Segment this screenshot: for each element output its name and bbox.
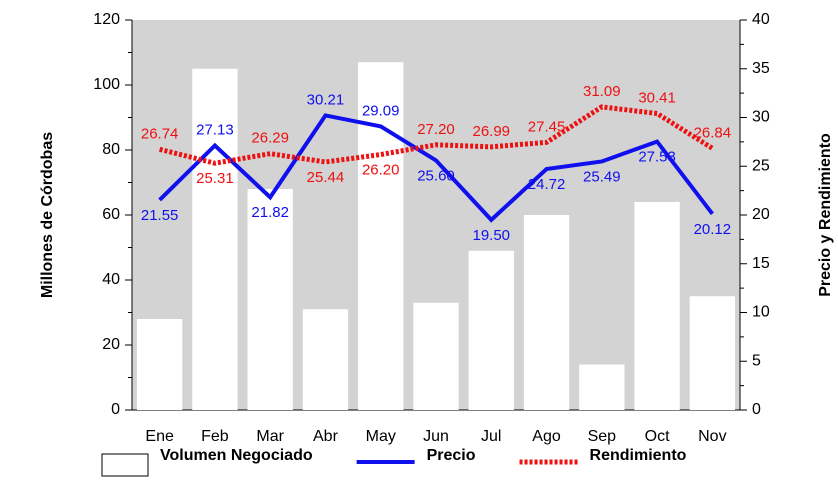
precio-line xyxy=(158,113,714,223)
y2-tick-label: 15 xyxy=(752,255,770,272)
data-label: 25.31 xyxy=(196,170,234,187)
x-tick-label: Jun xyxy=(423,428,449,445)
data-label: 26.29 xyxy=(251,130,289,147)
data-label: 30.41 xyxy=(638,89,676,106)
bar xyxy=(192,68,238,410)
x-tick-label: Nov xyxy=(698,428,726,445)
data-label: 25.49 xyxy=(583,168,621,185)
legend-swatch xyxy=(101,453,149,477)
bar xyxy=(689,296,736,410)
x-tick-label: Abr xyxy=(313,428,339,445)
y-tick-label: 20 xyxy=(102,336,120,353)
bar xyxy=(302,309,349,410)
bar xyxy=(247,189,293,410)
bar xyxy=(579,364,625,410)
y-tick-label: 100 xyxy=(93,76,120,93)
y2-tick-label: 0 xyxy=(752,401,761,418)
x-tick-label: Mar xyxy=(256,428,284,445)
data-label: 27.53 xyxy=(638,149,676,166)
y2-tick-label: 35 xyxy=(752,60,770,77)
legend-label: Volumen Negociado xyxy=(160,447,313,464)
y2-tick-label: 25 xyxy=(752,157,770,174)
data-label: 19.50 xyxy=(472,227,510,244)
y-axis-label: Millones de Córdobas xyxy=(39,132,56,298)
x-tick-label: Ago xyxy=(532,428,561,445)
x-tick-label: Oct xyxy=(645,428,670,445)
data-label: 26.20 xyxy=(362,162,400,179)
data-label: 27.45 xyxy=(528,118,566,135)
y-tick-label: 40 xyxy=(102,271,120,288)
bar xyxy=(358,62,404,410)
y2-tick-label: 10 xyxy=(752,304,770,321)
legend-label: Rendimiento xyxy=(590,447,687,464)
data-label: 21.82 xyxy=(251,204,289,221)
data-label: 26.84 xyxy=(694,124,732,141)
data-label: 25.44 xyxy=(307,169,345,186)
data-label: 26.74 xyxy=(141,125,179,142)
legend-label: Precio xyxy=(427,447,476,464)
y-tick-label: 80 xyxy=(102,141,120,158)
data-label: 27.13 xyxy=(196,121,234,138)
data-label: 27.20 xyxy=(417,121,455,138)
data-label: 26.99 xyxy=(472,123,510,140)
bar xyxy=(136,319,183,410)
x-tick-label: Sep xyxy=(588,428,617,445)
rendimiento-line xyxy=(159,104,714,166)
y2-axis-label: Precio y Rendimiento xyxy=(817,133,834,297)
y-tick-label: 60 xyxy=(102,206,120,223)
y2-tick-label: 30 xyxy=(752,109,770,126)
x-tick-label: May xyxy=(366,428,396,445)
y2-tick-label: 20 xyxy=(752,206,770,223)
data-label: 30.21 xyxy=(307,91,345,108)
data-label: 21.55 xyxy=(141,207,179,224)
y-tick-label: 120 xyxy=(93,11,120,28)
bar xyxy=(523,215,570,410)
bar xyxy=(468,250,514,410)
x-tick-label: Feb xyxy=(201,428,229,445)
data-label: 29.09 xyxy=(362,102,400,119)
y2-tick-label: 40 xyxy=(752,11,770,28)
y2-tick-label: 5 xyxy=(752,352,761,369)
x-tick-label: Ene xyxy=(145,428,174,445)
y-tick-label: 0 xyxy=(111,401,120,418)
data-label: 24.72 xyxy=(528,176,566,193)
data-label: 31.09 xyxy=(583,83,621,100)
bar xyxy=(634,202,680,410)
data-label: 20.12 xyxy=(694,221,732,238)
bar xyxy=(413,302,459,410)
x-tick-label: Jul xyxy=(481,428,501,445)
data-label: 25.60 xyxy=(417,167,455,184)
